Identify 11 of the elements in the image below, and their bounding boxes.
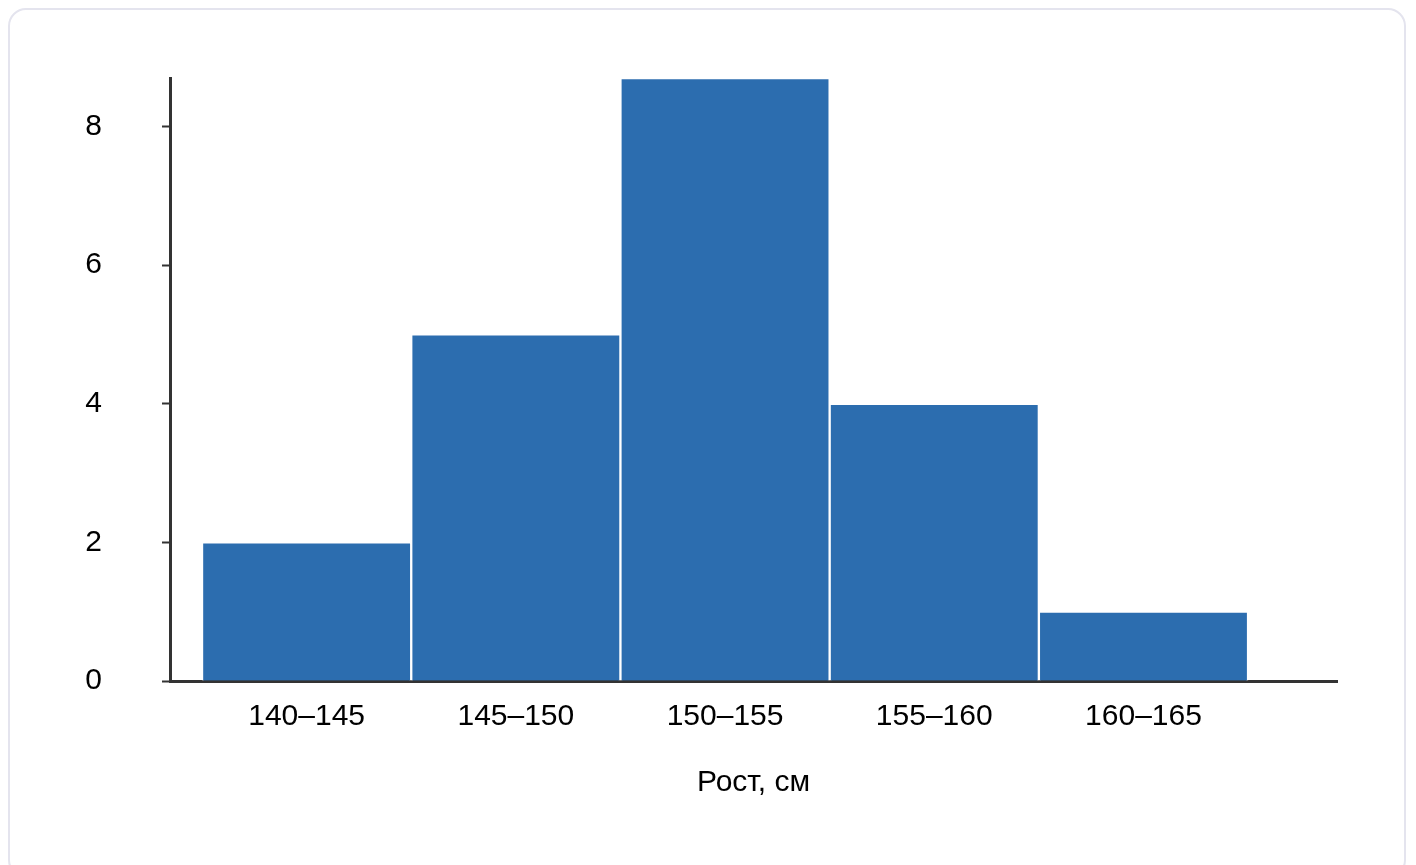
- y-tick-label: 4: [85, 385, 102, 419]
- x-tick-label: 140–145: [248, 698, 366, 732]
- x-tick-label: 155–160: [875, 698, 993, 732]
- x-axis-title: Рост, см: [696, 764, 811, 798]
- x-tick-label: 160–165: [1085, 698, 1202, 732]
- y-tick-label: 2: [85, 523, 102, 557]
- y-tick-label: 6: [85, 246, 102, 280]
- x-tick-label: 150–155: [666, 698, 784, 732]
- y-tick-label: 8: [85, 107, 102, 141]
- x-tick-label: 145–150: [457, 698, 575, 732]
- y-tick-label: 0: [85, 662, 102, 696]
